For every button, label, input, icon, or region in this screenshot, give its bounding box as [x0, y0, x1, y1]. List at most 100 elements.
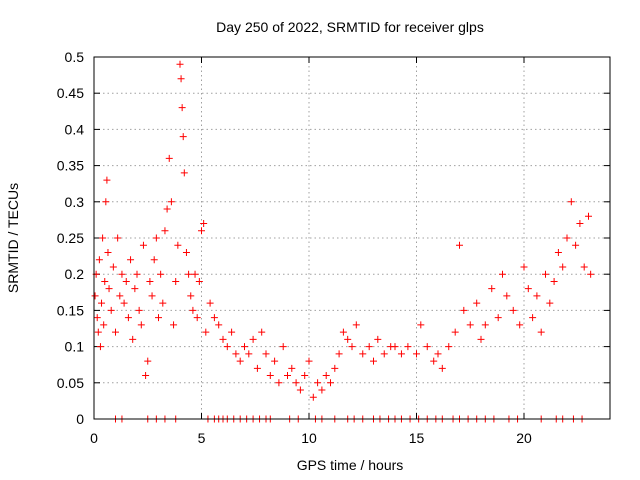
y-tick-label: 0.05	[57, 375, 84, 391]
data-point	[473, 299, 481, 307]
data-point	[167, 198, 175, 206]
data-point	[434, 350, 442, 358]
data-point	[365, 343, 373, 351]
data-point	[198, 227, 205, 235]
data-point	[120, 299, 128, 307]
data-point	[155, 314, 162, 322]
data-point	[374, 335, 382, 343]
data-point	[189, 306, 197, 314]
y-tick-label: 0.3	[65, 194, 85, 210]
data-point	[99, 234, 107, 242]
data-point	[112, 328, 119, 336]
data-point	[95, 256, 103, 264]
data-point	[314, 379, 322, 387]
data-point	[94, 328, 102, 336]
data-point	[503, 292, 511, 300]
data-point	[152, 234, 160, 242]
data-point	[105, 285, 113, 293]
data-point	[520, 263, 528, 271]
data-point	[572, 241, 580, 249]
data-point	[587, 270, 595, 278]
data-point	[102, 198, 110, 206]
data-point	[524, 285, 532, 293]
data-point	[292, 379, 300, 387]
data-point	[215, 321, 223, 329]
data-point	[170, 321, 178, 329]
data-point	[148, 292, 156, 300]
data-point	[253, 364, 261, 372]
x-tick-label: 15	[409, 430, 425, 446]
data-point	[101, 277, 109, 285]
data-point	[445, 343, 453, 351]
data-point	[103, 176, 111, 184]
data-point	[339, 328, 347, 336]
data-point	[481, 321, 489, 329]
y-tick-label: 0.5	[65, 49, 85, 65]
data-point	[516, 321, 524, 329]
data-point	[327, 379, 334, 387]
y-axis-label: SRMTID / TECUs	[5, 183, 21, 293]
x-tick-label: 10	[301, 430, 317, 446]
data-point	[494, 314, 502, 322]
data-point	[180, 169, 188, 177]
data-point	[537, 328, 545, 336]
data-point	[275, 379, 283, 387]
data-point	[301, 372, 309, 380]
data-point	[509, 306, 517, 314]
data-point	[258, 328, 266, 336]
data-point	[200, 220, 208, 228]
data-point	[335, 350, 343, 358]
data-point	[161, 227, 169, 235]
chart-title: Day 250 of 2022, SRMTID for receiver glp…	[216, 19, 484, 35]
data-point	[96, 343, 104, 351]
data-point	[182, 248, 190, 256]
data-point	[438, 364, 446, 372]
data-point	[559, 263, 567, 271]
x-tick-label: 5	[198, 430, 206, 446]
data-point	[322, 372, 330, 380]
data-point	[133, 270, 141, 278]
data-point	[550, 277, 558, 285]
data-point	[451, 328, 459, 336]
data-point	[563, 234, 571, 242]
data-point	[331, 364, 339, 372]
data-point	[309, 393, 317, 401]
data-point	[460, 306, 468, 314]
x-tick-label: 0	[90, 430, 98, 446]
data-point	[279, 343, 287, 351]
data-point	[179, 133, 187, 141]
data-point	[477, 335, 485, 343]
data-point	[266, 372, 274, 380]
y-tick-label: 0.45	[57, 85, 84, 101]
data-point	[163, 205, 171, 213]
data-point	[129, 335, 137, 343]
data-point	[135, 306, 143, 314]
data-point	[146, 277, 154, 285]
data-point	[359, 350, 367, 358]
data-point	[466, 321, 474, 329]
data-point	[202, 328, 210, 336]
data-point	[107, 306, 115, 314]
data-point	[124, 314, 132, 322]
data-point	[131, 285, 139, 293]
y-tick-label: 0.1	[65, 339, 85, 355]
data-point	[423, 343, 431, 351]
y-tick-label: 0	[76, 411, 84, 427]
data-point	[98, 299, 106, 307]
data-point	[370, 357, 377, 365]
data-point	[585, 212, 592, 220]
y-tick-label: 0.25	[57, 230, 84, 246]
data-point	[104, 248, 112, 256]
data-point	[542, 270, 549, 278]
data-point	[576, 220, 584, 228]
data-point	[157, 270, 165, 278]
data-point	[93, 314, 101, 322]
data-point	[397, 350, 405, 358]
data-point	[288, 364, 296, 372]
data-point	[348, 343, 356, 351]
data-point	[150, 256, 158, 264]
data-point	[284, 372, 291, 380]
x-axis-label: GPS time / hours	[297, 457, 404, 473]
data-point	[391, 343, 399, 351]
